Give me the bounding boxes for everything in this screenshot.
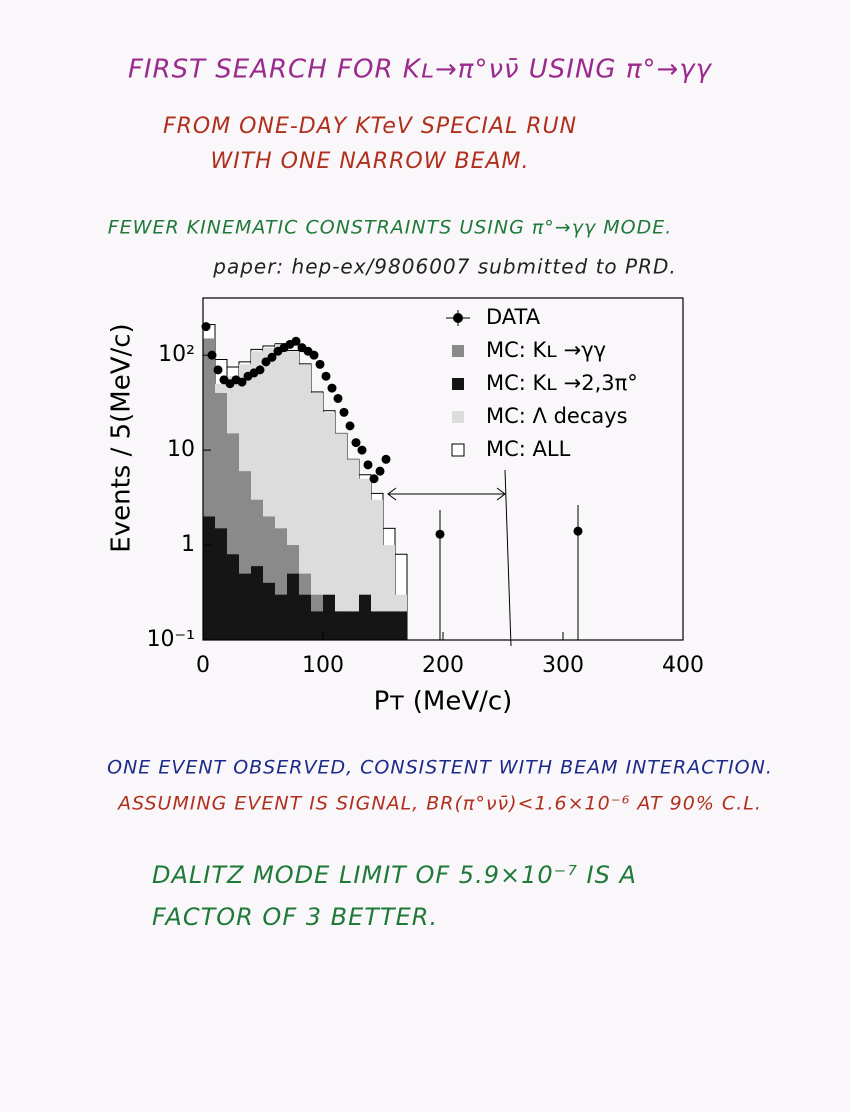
histogram-bar — [227, 554, 239, 640]
data-point — [573, 526, 583, 536]
data-point — [357, 445, 367, 455]
data-point — [375, 466, 385, 476]
histogram-bar — [323, 412, 335, 640]
note: WITH ONE NARROW BEAM. — [210, 149, 529, 174]
legend-label: MC: Λ decays — [486, 404, 628, 428]
data-point — [333, 393, 343, 403]
plot: 10⁻¹ 1 10 10² 0 100 200 300 400 Pᴛ (MeV/c) Events … — [107, 297, 704, 717]
histogram-bar — [371, 611, 383, 640]
legend-marker — [453, 313, 463, 323]
legend-label: MC: ALL — [486, 437, 571, 461]
y-tick-label: 10² — [158, 342, 195, 367]
histogram-bar — [287, 573, 299, 640]
title: FIRST SEARCH FOR Kʟ→π°νν̄ USING π°→γγ — [128, 55, 713, 85]
note: DALITZ MODE LIMIT OF 5.9×10⁻⁷ IS A — [152, 861, 637, 889]
legend-swatch — [452, 345, 464, 357]
x-axis-label: Pᴛ (MeV/c) — [374, 687, 513, 717]
note: ASSUMING EVENT IS SIGNAL, BR(π°νν̄)<1.6×… — [116, 793, 762, 815]
histogram-bar — [299, 364, 311, 640]
data-point — [339, 407, 349, 417]
histogram-bar — [347, 611, 359, 640]
note: FACTOR OF 3 BETTER. — [152, 903, 438, 931]
y-tick-label: 10 — [167, 437, 195, 462]
data-point — [381, 454, 391, 464]
histogram-bar — [215, 528, 227, 640]
histogram-bar — [299, 594, 311, 640]
histogram-bar — [347, 459, 359, 640]
x-tick-label: 300 — [542, 653, 584, 678]
data-point — [213, 365, 223, 375]
boundary — [504, 469, 512, 647]
histogram-bar — [239, 573, 251, 640]
histogram-bar — [251, 566, 263, 640]
histogram-bar — [203, 516, 215, 640]
data-point — [315, 359, 325, 369]
data-point — [369, 474, 379, 484]
data-point — [363, 460, 373, 470]
data-point — [321, 371, 331, 381]
legend-label: MC: Kʟ →2,3π° — [486, 371, 638, 395]
x-tick-label: 400 — [662, 653, 704, 678]
histogram-bar — [275, 594, 287, 640]
legend-swatch — [452, 411, 464, 423]
y-axis-label: Events / 5(MeV/c) — [107, 323, 137, 552]
data-point — [237, 377, 247, 387]
data-point — [435, 529, 445, 539]
y-tick-label: 1 — [181, 532, 195, 557]
arrow-head — [387, 487, 506, 501]
x-tick-label: 0 — [196, 653, 210, 678]
note: FEWER KINEMATIC CONSTRAINTS USING π°→γγ … — [108, 217, 673, 239]
histogram-bar — [395, 611, 407, 640]
data-point — [309, 350, 319, 360]
legend-label: DATA — [486, 305, 541, 329]
data-point — [201, 322, 211, 332]
note: ONE EVENT OBSERVED, CONSISTENT WITH BEAM… — [107, 757, 773, 779]
histogram-bar — [323, 594, 335, 640]
note: FROM ONE-DAY KTeV SPECIAL RUN — [163, 114, 577, 139]
histogram-bar — [263, 582, 275, 640]
histogram-bar — [371, 499, 383, 640]
data-point — [345, 421, 355, 431]
histogram-bar — [383, 611, 395, 640]
legend-label: MC: Kʟ →γγ — [486, 338, 606, 362]
legend-swatch — [451, 443, 465, 457]
legend-swatch — [452, 378, 464, 390]
data-point — [291, 336, 301, 346]
data-point — [351, 438, 361, 448]
histogram-bar — [311, 392, 323, 640]
data-point — [207, 350, 217, 360]
histogram-bar — [335, 611, 347, 640]
note: paper: hep-ex/9806007 submitted to PRD. — [212, 255, 677, 279]
histogram-bar — [359, 594, 371, 640]
histogram-bar — [335, 433, 347, 640]
data-point — [327, 383, 337, 393]
x-tick-label: 100 — [302, 653, 344, 678]
data-point — [255, 365, 265, 375]
histogram-bar — [311, 611, 323, 640]
data-point — [267, 352, 277, 362]
x-tick-label: 200 — [422, 653, 464, 678]
y-tick-label: 10⁻¹ — [147, 627, 195, 652]
